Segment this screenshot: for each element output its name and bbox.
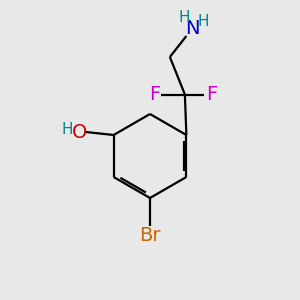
- Text: H: H: [62, 122, 74, 136]
- Text: N: N: [185, 19, 200, 38]
- Text: F: F: [206, 85, 218, 104]
- Text: H: H: [198, 14, 209, 28]
- Text: H: H: [178, 10, 190, 25]
- Text: O: O: [71, 122, 87, 142]
- Text: Br: Br: [139, 226, 161, 245]
- Text: F: F: [148, 85, 160, 104]
